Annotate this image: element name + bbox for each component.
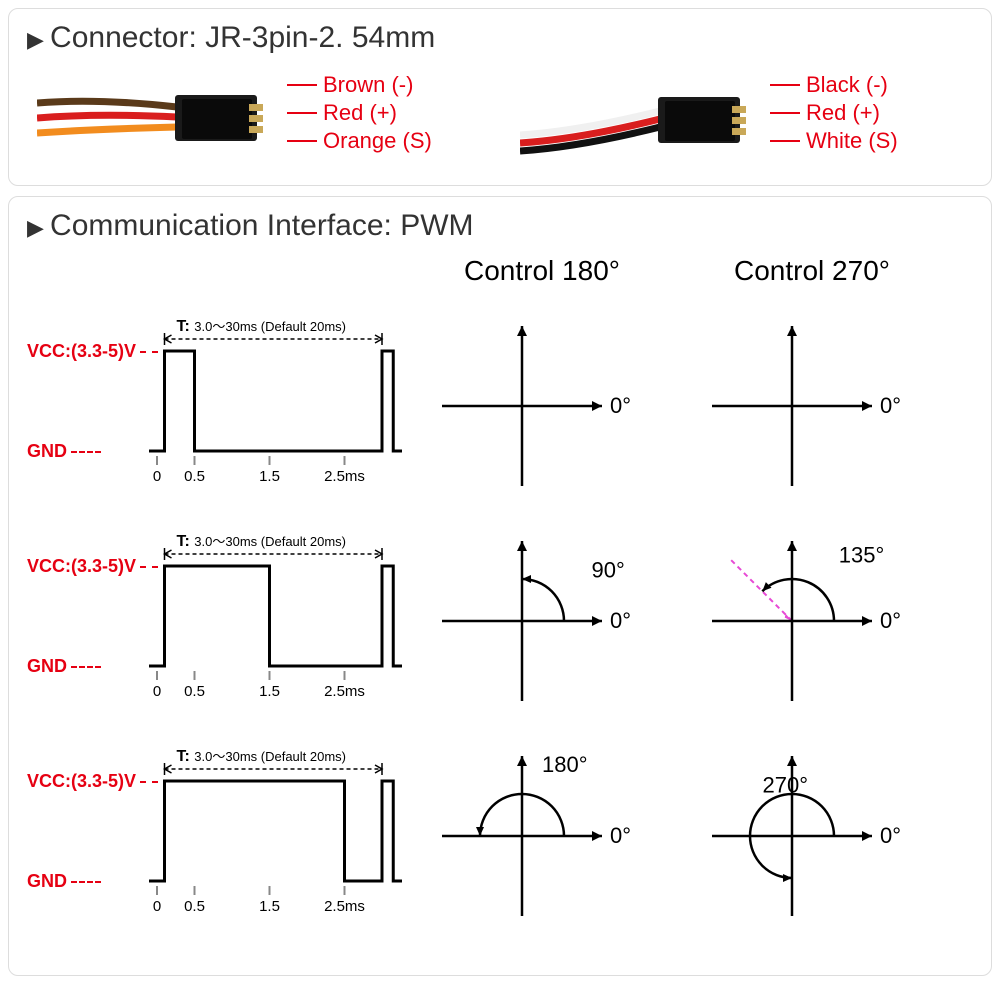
connector-section: Connector: JR-3pin-2. 54mm Brown (-) Red… bbox=[8, 8, 992, 186]
svg-text:0°: 0° bbox=[880, 823, 901, 848]
wire-label-black: Black (-) bbox=[770, 72, 898, 98]
connector-row: Brown (-) Red (+) Orange (S) Black (-) R… bbox=[27, 63, 973, 173]
angle-diagram-svg: 90° 0° bbox=[407, 506, 677, 721]
vcc-label: VCC:(3.3-5)V bbox=[27, 556, 158, 577]
svg-text:0.5: 0.5 bbox=[184, 468, 205, 485]
svg-text:T: 3.0～30ms (Default 20ms): T: 3.0～30ms (Default 20ms) bbox=[177, 318, 347, 335]
svg-text:0°: 0° bbox=[880, 393, 901, 418]
angle-diagram-svg: 0° bbox=[407, 291, 677, 506]
vcc-label: VCC:(3.3-5)V bbox=[27, 341, 158, 362]
svg-text:180°: 180° bbox=[542, 752, 588, 777]
gnd-label: GND bbox=[27, 441, 101, 462]
wire-label-red-1: Red (+) bbox=[287, 100, 432, 126]
wire-labels-2: Black (-) Red (+) White (S) bbox=[770, 72, 898, 154]
angle-diagram-cell: 90° 0° bbox=[407, 506, 677, 721]
angle-diagram-cell: 0° bbox=[407, 291, 677, 506]
svg-text:0.5: 0.5 bbox=[184, 683, 205, 700]
svg-text:270°: 270° bbox=[763, 773, 809, 798]
angle-diagram-cell: 135° 0° bbox=[677, 506, 947, 721]
connector-image-2 bbox=[520, 63, 760, 163]
pwm-waveform-cell: VCC:(3.3-5)V GND T: 3.0～30ms (Default 20… bbox=[27, 506, 407, 721]
col-header-180: Control 180° bbox=[407, 255, 677, 287]
wire-label-red-2: Red (+) bbox=[770, 100, 898, 126]
svg-text:0°: 0° bbox=[880, 608, 901, 633]
svg-text:1.5: 1.5 bbox=[259, 468, 280, 485]
svg-text:0°: 0° bbox=[610, 393, 631, 418]
angle-diagram-cell: 180° 0° bbox=[407, 721, 677, 936]
svg-text:0°: 0° bbox=[610, 823, 631, 848]
svg-text:2.5ms: 2.5ms bbox=[324, 898, 365, 915]
svg-text:0.5: 0.5 bbox=[184, 898, 205, 915]
svg-text:0°: 0° bbox=[610, 608, 631, 633]
svg-text:0: 0 bbox=[153, 683, 161, 700]
svg-text:2.5ms: 2.5ms bbox=[324, 468, 365, 485]
gnd-label: GND bbox=[27, 656, 101, 677]
connector-block-2: Black (-) Red (+) White (S) bbox=[520, 63, 963, 163]
svg-text:90°: 90° bbox=[591, 558, 624, 583]
pwm-waveform-cell: VCC:(3.3-5)V GND T: 3.0～30ms (Default 20… bbox=[27, 291, 407, 506]
angle-diagram-svg: 270° 0° bbox=[677, 721, 947, 936]
angle-diagram-svg: 135° 0° bbox=[677, 506, 947, 721]
svg-text:T: 3.0～30ms (Default 20ms): T: 3.0～30ms (Default 20ms) bbox=[177, 748, 347, 765]
gnd-label: GND bbox=[27, 871, 101, 892]
pwm-title: Communication Interface: PWM bbox=[27, 209, 973, 243]
pwm-waveform-svg: T: 3.0～30ms (Default 20ms) 0 0.5 1.5 2.5ms bbox=[27, 291, 407, 506]
svg-text:135°: 135° bbox=[839, 542, 885, 567]
vcc-label: VCC:(3.3-5)V bbox=[27, 771, 158, 792]
svg-text:0: 0 bbox=[153, 898, 161, 915]
wire-label-white: White (S) bbox=[770, 128, 898, 154]
wire-label-brown: Brown (-) bbox=[287, 72, 432, 98]
svg-text:2.5ms: 2.5ms bbox=[324, 683, 365, 700]
connector-block-1: Brown (-) Red (+) Orange (S) bbox=[37, 63, 480, 163]
svg-text:1.5: 1.5 bbox=[259, 898, 280, 915]
angle-diagram-svg: 0° bbox=[677, 291, 947, 506]
svg-text:0: 0 bbox=[153, 468, 161, 485]
pwm-section: Communication Interface: PWM Control 180… bbox=[8, 196, 992, 976]
wire-labels-1: Brown (-) Red (+) Orange (S) bbox=[287, 72, 432, 154]
connector-title: Connector: JR-3pin-2. 54mm bbox=[27, 21, 973, 55]
wire-label-orange: Orange (S) bbox=[287, 128, 432, 154]
col-header-270: Control 270° bbox=[677, 255, 947, 287]
angle-diagram-svg: 180° 0° bbox=[407, 721, 677, 936]
pwm-body: Control 180° Control 270° VCC:(3.3-5)V G… bbox=[27, 251, 973, 936]
pwm-waveform-svg: T: 3.0～30ms (Default 20ms) 0 0.5 1.5 2.5ms bbox=[27, 506, 407, 721]
angle-diagram-cell: 270° 0° bbox=[677, 721, 947, 936]
svg-text:1.5: 1.5 bbox=[259, 683, 280, 700]
pwm-waveform-svg: T: 3.0～30ms (Default 20ms) 0 0.5 1.5 2.5ms bbox=[27, 721, 407, 936]
angle-diagram-cell: 0° bbox=[677, 291, 947, 506]
pwm-waveform-cell: VCC:(3.3-5)V GND T: 3.0～30ms (Default 20… bbox=[27, 721, 407, 936]
svg-text:T: 3.0～30ms (Default 20ms): T: 3.0～30ms (Default 20ms) bbox=[177, 533, 347, 550]
connector-image-1 bbox=[37, 63, 277, 163]
